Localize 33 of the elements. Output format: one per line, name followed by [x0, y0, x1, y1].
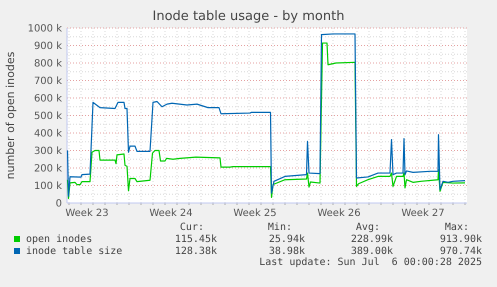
x-tick-label: Week 27	[401, 208, 445, 219]
y-tick-label: 600 k	[34, 94, 62, 104]
y-tick-label: 1000 k	[28, 24, 62, 34]
text: Last update: Sun Jul 6 00:00:28 2025	[259, 257, 482, 268]
y-tick-label: 900 k	[34, 41, 62, 52]
y-tick-label: 200 k	[34, 164, 62, 174]
text: 38.98k	[268, 246, 305, 257]
legend-label: inode table size	[26, 246, 122, 257]
text: 970.74k	[440, 246, 482, 257]
legend-label: open inodes	[26, 234, 92, 245]
y-tick-label: 400 k	[34, 128, 62, 140]
text: Min:	[268, 222, 292, 233]
y-tick-label: 500 k	[34, 111, 62, 122]
text: 25.94k	[268, 234, 305, 245]
text: 128.38k	[174, 246, 217, 257]
text: Cur:	[180, 222, 204, 233]
text: 228.99k	[350, 234, 393, 245]
y-tick-label: 800 k	[34, 58, 62, 70]
x-tick-label: Week 23	[65, 208, 109, 219]
text: 389.00k	[350, 246, 393, 257]
text: 913.90k	[440, 234, 482, 245]
x-tick-label: Week 26	[317, 208, 361, 219]
y-axis-title: number of open inodes	[4, 51, 17, 180]
text: Avg:	[356, 222, 380, 233]
y-tick-label: 0	[56, 198, 62, 210]
text: 115.45k	[174, 234, 217, 245]
y-tick-label: 100 k	[34, 181, 62, 192]
y-tick-label: 300 k	[34, 146, 62, 157]
x-tick-label: Week 24	[149, 208, 193, 219]
chart-title: Inode table usage - by month	[152, 9, 344, 24]
x-tick-label: Week 25	[233, 208, 277, 219]
y-tick-label: 700 k	[34, 76, 62, 87]
text: Max:	[444, 222, 469, 233]
